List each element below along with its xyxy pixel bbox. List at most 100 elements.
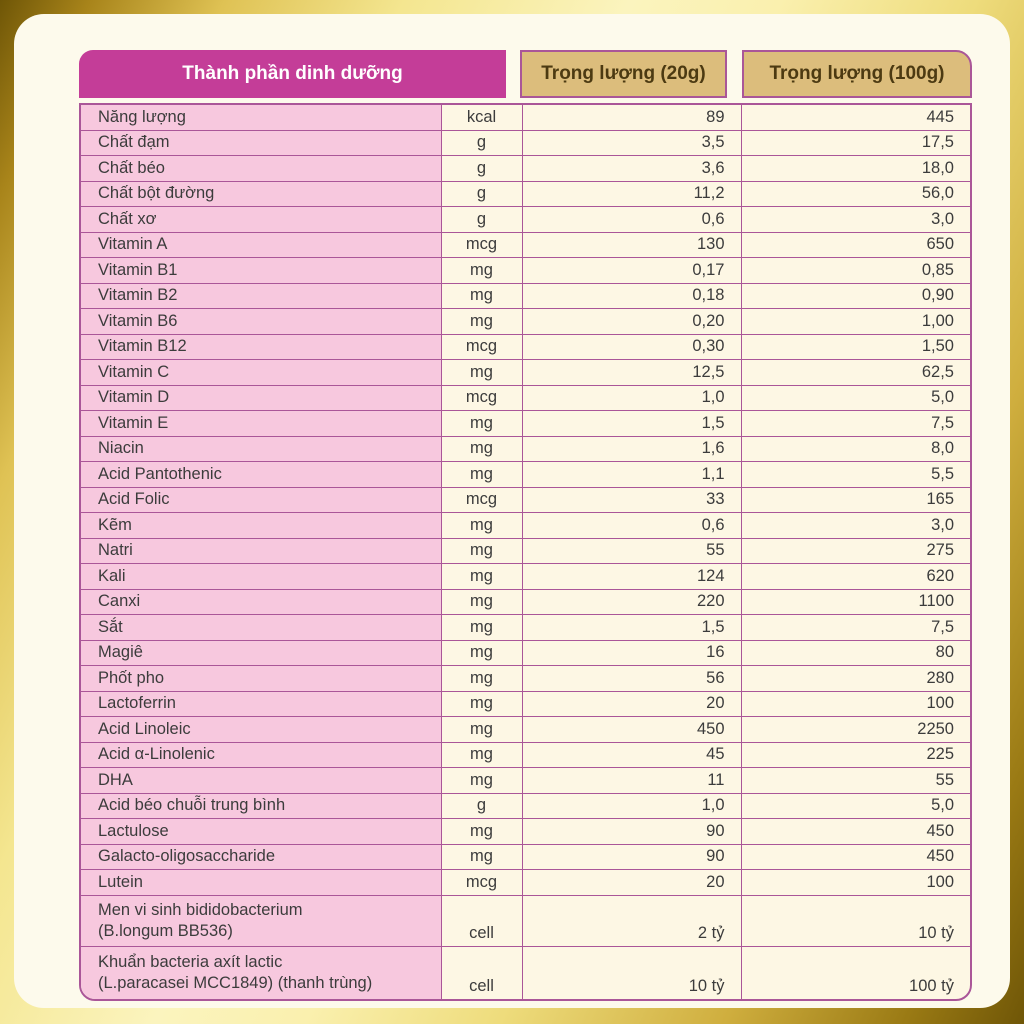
value-100g-cell: 165 xyxy=(926,490,954,509)
value-100g-cell: 280 xyxy=(926,668,954,687)
table-row: Vitamin D mcg 1,0 5,0 xyxy=(81,385,970,411)
unit-cell: mg xyxy=(442,615,523,640)
nutrient-name-cell: Lactulose xyxy=(81,819,442,844)
value-100g-cell: 450 xyxy=(926,847,954,866)
table-row: Galacto-oligosaccharide mg 90 450 xyxy=(81,844,970,870)
value-100g-cell: 8,0 xyxy=(931,439,954,458)
value-20g-cell: 1,0 xyxy=(523,793,742,818)
nutrition-table: Thành phần dinh dưỡng Trọng lượng (20g) … xyxy=(79,50,972,1001)
table-row: Vitamin B1 mg 0,17 0,85 xyxy=(81,258,970,284)
table-row: Vitamin B6 mg 0,20 1,00 xyxy=(81,309,970,335)
value-20g-cell: 90 xyxy=(523,819,742,844)
table-row: Niacin mg 1,6 8,0 xyxy=(81,436,970,462)
value-20g-cell: 12,5 xyxy=(523,360,742,385)
value-20g-cell: 16 xyxy=(523,640,742,665)
unit-cell: mg xyxy=(442,513,523,538)
value-100g-cell: 10 tỷ xyxy=(918,924,954,942)
nutrient-name-cell: Khuẩn bacteria axít lactic (L.paracasei … xyxy=(81,947,442,999)
nutrient-name-cell: Phốt pho xyxy=(81,666,442,691)
value-100g-cell: 5,5 xyxy=(931,464,954,483)
value-100g-cell: 2250 xyxy=(917,719,954,738)
table-row: Canxi mg 220 1100 xyxy=(81,589,970,615)
value-20g-cell: 11,2 xyxy=(523,181,742,206)
nutrient-name-cell: Vitamin B12 xyxy=(81,334,442,359)
table-row: Lactoferrin mg 20 100 xyxy=(81,691,970,717)
value-20g-cell: 0,6 xyxy=(523,207,742,232)
unit-cell: mg xyxy=(442,462,523,487)
value-100g-cell: 55 xyxy=(935,770,954,789)
unit-cell: mg xyxy=(442,564,523,589)
value-100g-cell: 80 xyxy=(935,643,954,662)
unit-cell: mg xyxy=(442,589,523,614)
unit-cell: mg xyxy=(442,742,523,767)
table-row: Kali mg 124 620 xyxy=(81,564,970,590)
unit-cell: mg xyxy=(442,768,523,793)
nutrient-name-cell: Canxi xyxy=(81,589,442,614)
table-header-row: Thành phần dinh dưỡng Trọng lượng (20g) … xyxy=(79,50,972,98)
value-100g-cell: 100 xyxy=(926,694,954,713)
value-100g-cell: 7,5 xyxy=(931,413,954,432)
unit-cell: mcg xyxy=(442,232,523,257)
table-row: Chất béo g 3,6 18,0 xyxy=(81,156,970,182)
value-100g-cell: 100 tỷ xyxy=(909,976,954,995)
unit-cell: mcg xyxy=(442,385,523,410)
value-20g-cell: 220 xyxy=(523,589,742,614)
table-row: Lutein mcg 20 100 xyxy=(81,870,970,896)
unit-cell: g xyxy=(442,793,523,818)
value-100g-cell: 1,00 xyxy=(921,311,954,330)
unit-cell: mg xyxy=(442,436,523,461)
table-row: Vitamin B2 mg 0,18 0,90 xyxy=(81,283,970,309)
unit-cell: mg xyxy=(442,258,523,283)
unit-cell: mg xyxy=(442,360,523,385)
table-header-weight-20g: Trọng lượng (20g) xyxy=(520,50,727,98)
nutrient-name-cell: Lutein xyxy=(81,870,442,895)
nutrient-name-cell: Chất đạm xyxy=(81,130,442,155)
nutrient-name-cell: Chất xơ xyxy=(81,207,442,232)
nutrient-name-cell: Acid béo chuỗi trung bình xyxy=(81,793,442,818)
unit-cell: cell xyxy=(442,895,523,946)
value-100g-cell: 17,5 xyxy=(921,133,954,152)
table-row: Acid α-Linolenic mg 45 225 xyxy=(81,742,970,768)
value-100g-cell: 7,5 xyxy=(931,617,954,636)
nutrient-name-cell: Magiê xyxy=(81,640,442,665)
value-20g-cell: 0,6 xyxy=(523,513,742,538)
nutrient-name-cell: Men vi sinh bididobacterium (B.longum BB… xyxy=(81,895,442,946)
table-row: DHA mg 11 55 xyxy=(81,768,970,794)
value-100g-cell: 0,85 xyxy=(921,260,954,279)
value-100g-cell: 3,0 xyxy=(931,209,954,228)
nutrient-name-cell: Vitamin D xyxy=(81,385,442,410)
value-20g-cell: 33 xyxy=(523,487,742,512)
value-20g-cell: 55 xyxy=(523,538,742,563)
table-row: Lactulose mg 90 450 xyxy=(81,819,970,845)
unit-cell: mcg xyxy=(442,334,523,359)
table-row: Sắt mg 1,5 7,5 xyxy=(81,615,970,641)
unit-cell: mg xyxy=(442,283,523,308)
nutrient-name-cell: Niacin xyxy=(81,436,442,461)
value-100g-cell: 650 xyxy=(926,235,954,254)
value-20g-cell: 130 xyxy=(523,232,742,257)
table-header-weight-100g: Trọng lượng (100g) xyxy=(742,50,972,98)
unit-cell: mcg xyxy=(442,870,523,895)
value-100g-cell: 3,0 xyxy=(931,515,954,534)
nutrient-name-cell: Lactoferrin xyxy=(81,691,442,716)
table-body: Năng lượng kcal 89 445 Chất đạm g 3,5 17… xyxy=(79,103,972,1001)
value-20g-cell: 0,30 xyxy=(523,334,742,359)
value-20g-cell: 90 xyxy=(523,844,742,869)
value-20g-cell: 124 xyxy=(523,564,742,589)
table-row: Acid Linoleic mg 450 2250 xyxy=(81,717,970,743)
value-20g-cell: 0,20 xyxy=(523,309,742,334)
table-row: Acid béo chuỗi trung bình g 1,0 5,0 xyxy=(81,793,970,819)
value-20g-cell: 450 xyxy=(523,717,742,742)
value-20g-cell: 11 xyxy=(523,768,742,793)
table-row: Kẽm mg 0,6 3,0 xyxy=(81,513,970,539)
value-20g-cell: 56 xyxy=(523,666,742,691)
value-100g-cell: 450 xyxy=(926,821,954,840)
table-row: Chất bột đường g 11,2 56,0 xyxy=(81,181,970,207)
value-20g-cell: 20 xyxy=(523,691,742,716)
table-header-nutrients: Thành phần dinh dưỡng xyxy=(79,50,506,98)
nutrient-name-cell: Vitamin A xyxy=(81,232,442,257)
nutrient-name-cell: Acid Folic xyxy=(81,487,442,512)
value-20g-cell: 2 tỷ xyxy=(523,895,742,946)
nutrition-card: Thành phần dinh dưỡng Trọng lượng (20g) … xyxy=(14,14,1010,1008)
nutrient-name-cell: Acid Pantothenic xyxy=(81,462,442,487)
